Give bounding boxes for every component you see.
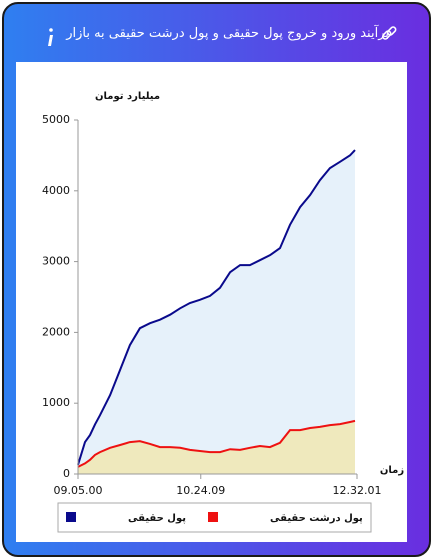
link-icon: [381, 26, 397, 40]
series-line: [77, 149, 356, 466]
info-icon: [48, 35, 53, 46]
legend-swatch: [208, 512, 218, 522]
y-tick-label: 1000: [42, 396, 70, 409]
info-icon: [49, 28, 53, 32]
x-tick-label: 10.24.09: [176, 484, 225, 497]
y-tick-label: 2000: [42, 325, 70, 338]
legend-label: پول حقیقی: [128, 513, 186, 524]
y-tick-label: 4000: [42, 184, 70, 197]
legend-label: پول درشت حقیقی: [270, 513, 363, 524]
series-line: [77, 419, 356, 468]
y-tick-label: 5000: [42, 113, 70, 126]
series-area: [78, 420, 355, 474]
x-tick-label: 09.05.00: [54, 484, 103, 497]
header-title: برآیند ورود و خروج پول حقیقی و پول درشت …: [66, 26, 389, 41]
series-area: [78, 150, 355, 474]
y-tick-label: 3000: [42, 255, 70, 268]
header-icons: [48, 26, 397, 46]
x-axis-label: زمان: [380, 465, 404, 476]
y-tick-label: 0: [63, 467, 70, 480]
x-tick-label: 12.32.01: [333, 484, 382, 497]
legend-swatch: [66, 512, 76, 522]
y-axis-label: میلیارد تومان: [95, 91, 160, 102]
